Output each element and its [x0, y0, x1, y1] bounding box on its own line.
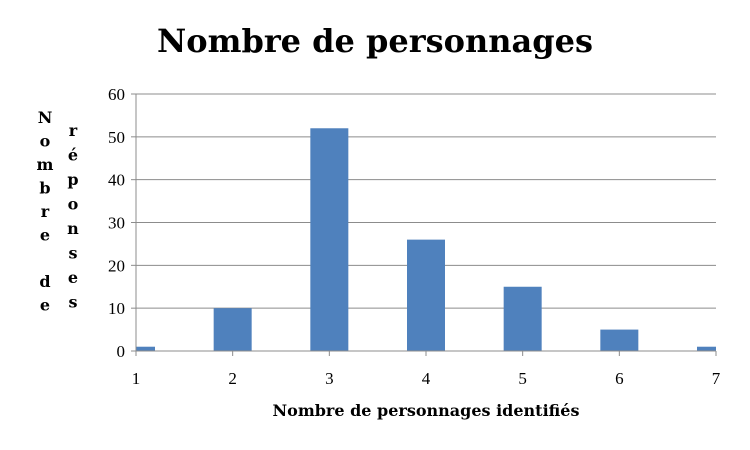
- y-tick-labels: 0 10 20 30 40 50 60: [108, 85, 125, 361]
- x-tick-label: 5: [518, 369, 527, 388]
- y-label-char: b: [39, 179, 50, 198]
- y-label-char: e: [68, 268, 78, 287]
- x-tick-label: 2: [228, 369, 237, 388]
- x-tick-labels: 1 2 3 4 5 6 7: [132, 369, 721, 388]
- y-tick-label: 10: [108, 299, 125, 318]
- x-tick-label: 1: [132, 369, 141, 388]
- y-label-char: m: [37, 155, 54, 174]
- x-axis-label: Nombre de personnages identifiés: [273, 401, 580, 420]
- y-label-char: n: [67, 219, 79, 238]
- bars: [136, 128, 716, 351]
- y-label-char: o: [68, 195, 79, 214]
- x-tick-label: 6: [615, 369, 624, 388]
- bar-3: [310, 128, 349, 351]
- y-tick-label: 40: [108, 171, 125, 190]
- bar-5: [503, 286, 542, 351]
- x-tick-label: 7: [712, 369, 721, 388]
- y-tick-label: 50: [108, 128, 125, 147]
- y-tick-label: 60: [108, 85, 125, 104]
- bar-6: [600, 329, 639, 351]
- y-tick-label: 0: [117, 342, 126, 361]
- bar-4: [407, 239, 445, 351]
- x-tick-label: 3: [325, 369, 334, 388]
- y-label-char: e: [40, 296, 50, 315]
- x-tick-label: 4: [422, 369, 431, 388]
- y-label-char: d: [39, 272, 50, 291]
- y-label-char: r: [41, 202, 50, 221]
- y-tick-label: 20: [108, 256, 125, 275]
- chart-title: Nombre de personnages: [156, 22, 594, 60]
- y-tick-label: 30: [108, 214, 125, 233]
- y-label-char: s: [68, 293, 77, 312]
- y-label-char: r: [69, 121, 78, 140]
- bar-7: [697, 346, 716, 351]
- y-label-char: p: [67, 170, 78, 189]
- y-label-char: o: [40, 132, 51, 151]
- y-label-char: N: [38, 108, 53, 127]
- axes: [131, 93, 717, 356]
- y-label-char: é: [68, 146, 78, 165]
- y-label-char: e: [40, 226, 50, 245]
- y-label-char: s: [68, 244, 77, 263]
- bar-2: [213, 308, 252, 351]
- bar-1: [136, 346, 155, 351]
